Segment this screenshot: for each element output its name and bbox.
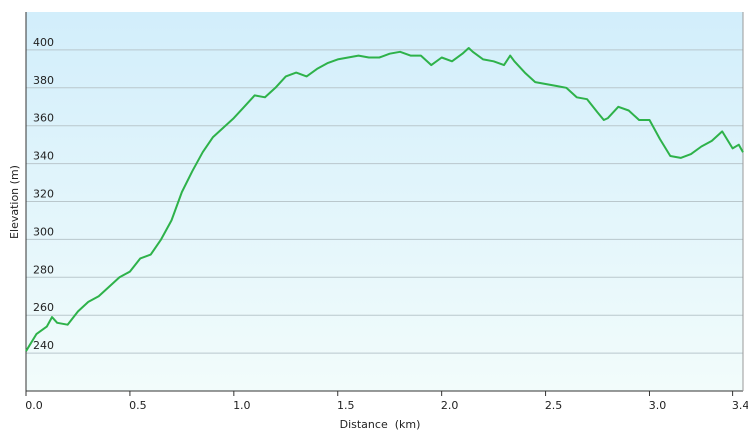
x-tick-label: 2.5 bbox=[545, 399, 563, 412]
y-tick-label: 280 bbox=[33, 263, 54, 276]
y-tick-label: 260 bbox=[33, 301, 54, 314]
x-tick-label: 2.0 bbox=[441, 399, 459, 412]
x-tick-label: 0.0 bbox=[25, 399, 43, 412]
x-tick-label: 3.4 bbox=[732, 399, 748, 412]
y-tick-label: 300 bbox=[33, 225, 54, 238]
y-tick-label: 340 bbox=[33, 150, 54, 163]
x-tick-label: 0.5 bbox=[129, 399, 147, 412]
y-tick-label: 240 bbox=[33, 339, 54, 352]
y-tick-label: 400 bbox=[33, 36, 54, 49]
y-tick-label: 320 bbox=[33, 188, 54, 201]
y-axis-label: Elevation (m) bbox=[8, 165, 21, 239]
x-tick-label: 3.0 bbox=[649, 399, 667, 412]
x-tick-label: 1.5 bbox=[337, 399, 355, 412]
y-tick-label: 380 bbox=[33, 74, 54, 87]
x-tick-label: 1.0 bbox=[233, 399, 251, 412]
y-tick-label: 360 bbox=[33, 112, 54, 125]
elevation-line bbox=[25, 47, 744, 352]
x-axis-label: Distance (km) bbox=[340, 418, 421, 431]
